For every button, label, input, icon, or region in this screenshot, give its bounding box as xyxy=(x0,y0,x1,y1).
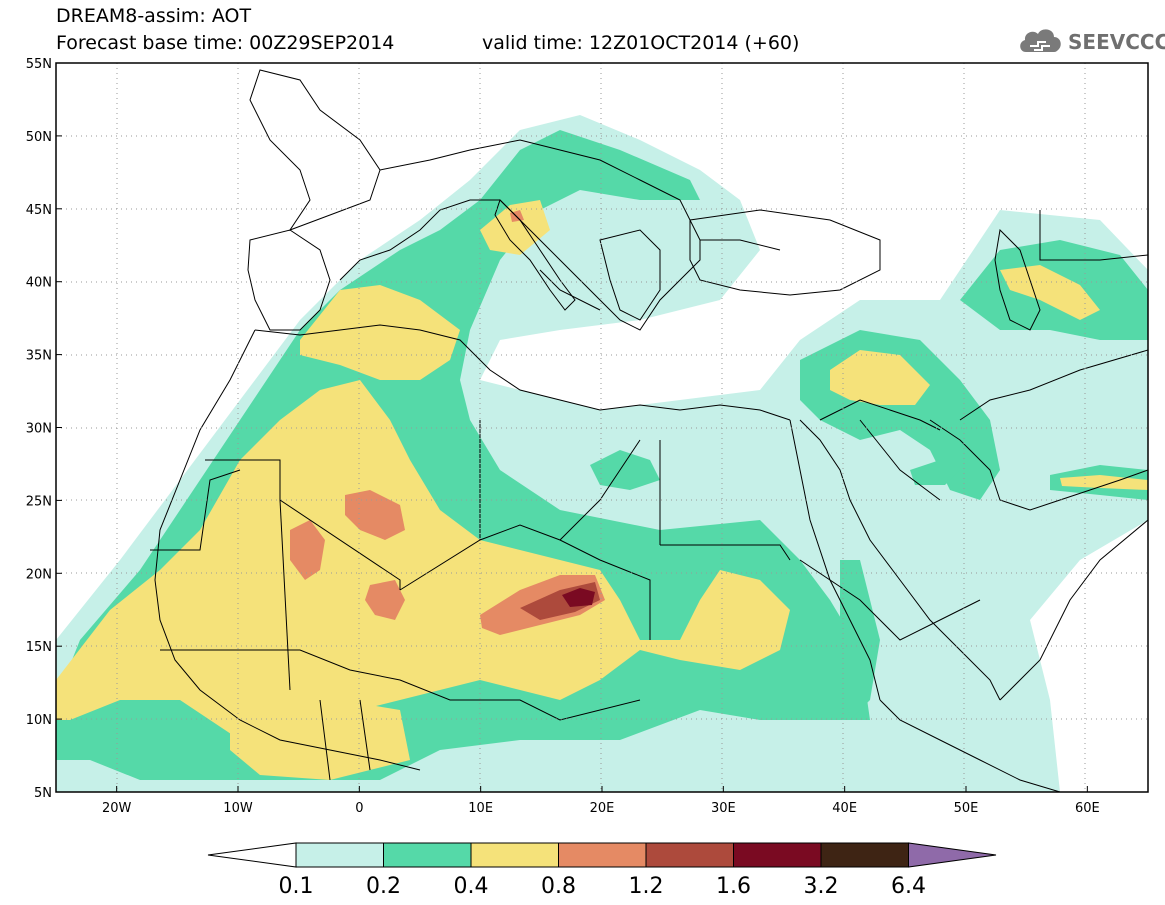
colorbar-segment xyxy=(295,842,384,868)
lat-tick-label: 55N xyxy=(26,57,52,72)
lon-tick-label: 60E xyxy=(1075,801,1100,816)
lat-tick-label: 30N xyxy=(26,422,52,437)
lat-tick-label: 25N xyxy=(26,494,52,509)
seevccc-logo: SEEVCCC xyxy=(1016,24,1165,58)
aot-field xyxy=(56,115,1148,792)
lon-tick-label: 40E xyxy=(832,801,857,816)
colorbar-level-label: 3.2 xyxy=(804,874,839,899)
logo-text: SEEVCCC xyxy=(1068,30,1165,54)
colorbar-level-label: 0.4 xyxy=(454,874,489,899)
lon-tick-label: 30E xyxy=(711,801,736,816)
lat-tick-label: 20N xyxy=(26,567,52,582)
lat-tick-label: 45N xyxy=(26,203,52,218)
map-title: DREAM8-assim: AOT xyxy=(56,5,252,27)
lon-tick-label: 10E xyxy=(468,801,493,816)
colorbar-level-label: 6.4 xyxy=(891,874,926,899)
colorbar-over-triangle xyxy=(908,842,997,868)
lat-tick-label: 35N xyxy=(26,349,52,364)
axis-ticks: 20W 10W 0 10E 20E 30E 40E 50E 60E 5N 10N 15N 20N 25N 3… xyxy=(26,57,1100,816)
colorbar-segment xyxy=(820,842,909,868)
colorbar-level-label: 0.8 xyxy=(541,874,576,899)
colorbar-level-label: 1.6 xyxy=(716,874,751,899)
colorbar-segment xyxy=(470,842,559,868)
lon-tick-label: 20W xyxy=(102,801,132,816)
forecast-base-time: Forecast base time: 00Z29SEP2014 xyxy=(56,32,395,54)
lat-tick-label: 5N xyxy=(34,786,52,801)
lon-tick-label: 0 xyxy=(355,801,363,816)
graticule xyxy=(56,63,1148,792)
colorbar-segment xyxy=(733,842,822,868)
colorbar-under-triangle xyxy=(207,842,297,868)
colorbar-segment xyxy=(558,842,647,868)
lon-tick-label: 20E xyxy=(590,801,615,816)
lon-tick-label: 10W xyxy=(223,801,253,816)
lat-tick-label: 50N xyxy=(26,130,52,145)
cloud-logo-icon xyxy=(1020,29,1061,52)
colorbar-level-label: 1.2 xyxy=(629,874,664,899)
lat-tick-label: 10N xyxy=(26,713,52,728)
lon-tick-label: 50E xyxy=(954,801,979,816)
colorbar-segment xyxy=(645,842,734,868)
coastlines xyxy=(150,69,1148,792)
colorbar: 0.1 0.2 0.4 0.8 1.2 1.6 3.2 6.4 xyxy=(207,842,997,899)
colorbar-segment xyxy=(383,842,472,868)
colorbar-level-label: 0.1 xyxy=(279,874,314,899)
lat-tick-label: 40N xyxy=(26,276,52,291)
colorbar-level-label: 0.2 xyxy=(366,874,401,899)
valid-time: valid time: 12Z01OCT2014 (+60) xyxy=(482,32,800,54)
lat-tick-label: 15N xyxy=(26,640,52,655)
